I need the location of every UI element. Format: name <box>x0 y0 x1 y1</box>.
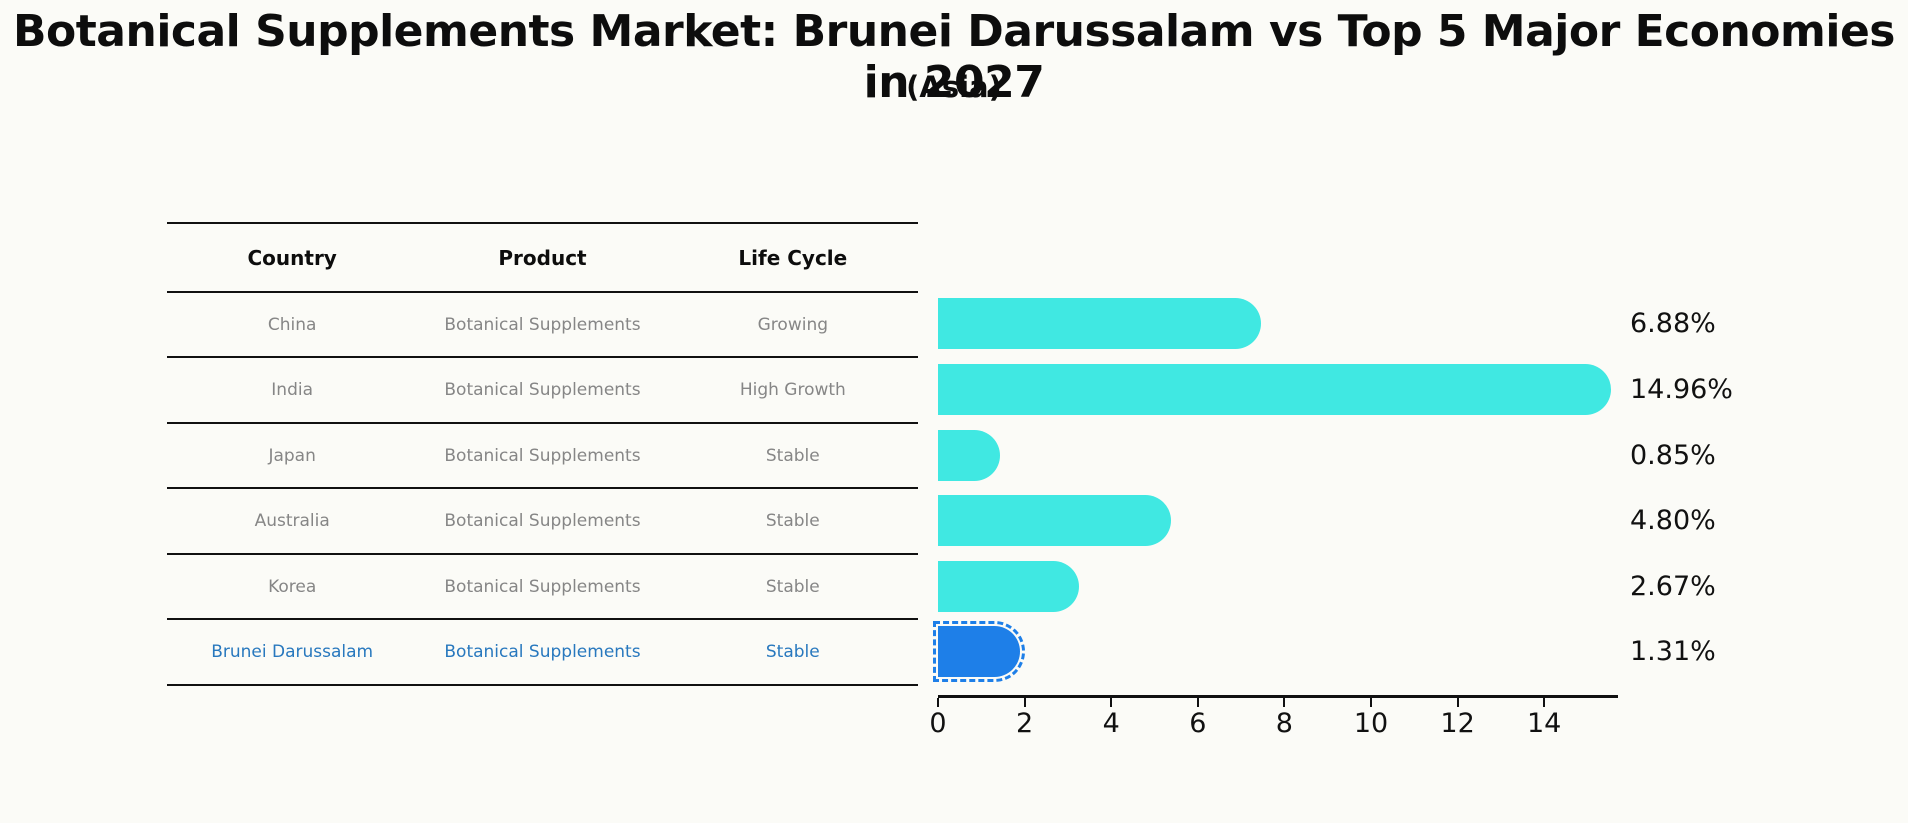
country-cell: Japan <box>268 445 316 466</box>
x-tick <box>1110 698 1113 707</box>
x-tick <box>1456 698 1459 707</box>
x-tick-label: 6 <box>1189 708 1207 739</box>
table-divider <box>167 422 918 424</box>
table-divider <box>167 684 918 686</box>
country-cell: China <box>267 314 317 335</box>
table-divider <box>167 356 918 358</box>
bar-china <box>938 298 1261 349</box>
x-tick <box>1283 698 1286 707</box>
bar-india <box>938 363 1611 415</box>
x-tick-label: 2 <box>1016 708 1034 739</box>
table-row: China Botanical Supplements Growing <box>167 293 918 356</box>
x-tick <box>1370 698 1372 707</box>
table-divider <box>167 487 918 489</box>
bar-australia <box>938 494 1171 546</box>
x-tick-label: 14 <box>1527 708 1562 739</box>
x-tick <box>1543 698 1546 707</box>
life-cycle-cell: Stable <box>765 511 820 531</box>
x-tick <box>1196 698 1199 707</box>
x-tick <box>937 698 939 707</box>
bar-brunei-darussalam <box>933 620 1025 682</box>
life-cycle-cell: High Growth <box>739 380 846 400</box>
x-tick-label: 8 <box>1275 708 1293 739</box>
product-cell: Botanical Supplements <box>444 576 641 597</box>
table-divider <box>167 553 918 555</box>
page-subtitle: (Asia) <box>906 70 1002 104</box>
x-tick-label: 12 <box>1440 708 1475 739</box>
life-cycle-cell: Stable <box>765 642 820 662</box>
x-tick <box>1023 698 1026 707</box>
life-cycle-cell: Stable <box>765 445 820 466</box>
bar-value-label: 14.96% <box>1630 373 1733 405</box>
table-divider <box>167 618 918 620</box>
bar-japan <box>938 429 1000 481</box>
table-row: Australia Botanical Supplements Stable <box>167 489 918 553</box>
table-divider <box>167 291 918 293</box>
product-cell: Botanical Supplements <box>444 642 641 662</box>
bar-korea <box>938 560 1079 612</box>
x-axis <box>938 695 1618 698</box>
bar-value-label: 6.88% <box>1630 308 1716 339</box>
table-row: Brunei Darussalam Botanical Supplements … <box>167 620 918 684</box>
bar-value-label: 4.80% <box>1630 504 1716 536</box>
bar-value-label: 1.31% <box>1630 635 1716 667</box>
table-divider <box>167 222 918 224</box>
table-row: Korea Botanical Supplements Stable <box>167 555 918 618</box>
bar-value-label: 0.85% <box>1630 439 1716 471</box>
product-cell: Botanical Supplements <box>444 511 641 531</box>
x-tick-label: 4 <box>1102 708 1120 739</box>
product-cell: Botanical Supplements <box>444 445 641 466</box>
country-cell: India <box>271 380 314 400</box>
product-cell: Botanical Supplements <box>444 380 641 400</box>
column-header-country: Country <box>247 245 337 270</box>
table-row: India Botanical Supplements High Growth <box>167 358 918 422</box>
country-cell: Australia <box>254 511 330 531</box>
country-cell: Korea <box>268 576 317 597</box>
x-tick-label: 10 <box>1353 708 1389 739</box>
bar-value-label: 2.67% <box>1630 570 1716 602</box>
life-cycle-cell: Stable <box>765 576 820 597</box>
page-title: Botanical Supplements Market: Brunei Dar… <box>13 6 1896 108</box>
product-cell: Botanical Supplements <box>444 314 641 335</box>
x-tick-label: 0 <box>929 708 947 739</box>
column-header-product: Product <box>498 245 587 270</box>
life-cycle-cell: Growing <box>757 314 829 335</box>
country-cell: Brunei Darussalam <box>211 642 374 662</box>
column-header-life-cycle: Life Cycle <box>738 245 848 270</box>
table-row: Japan Botanical Supplements Stable <box>167 424 918 487</box>
table-header-row: Country Product Life Cycle <box>167 224 918 291</box>
